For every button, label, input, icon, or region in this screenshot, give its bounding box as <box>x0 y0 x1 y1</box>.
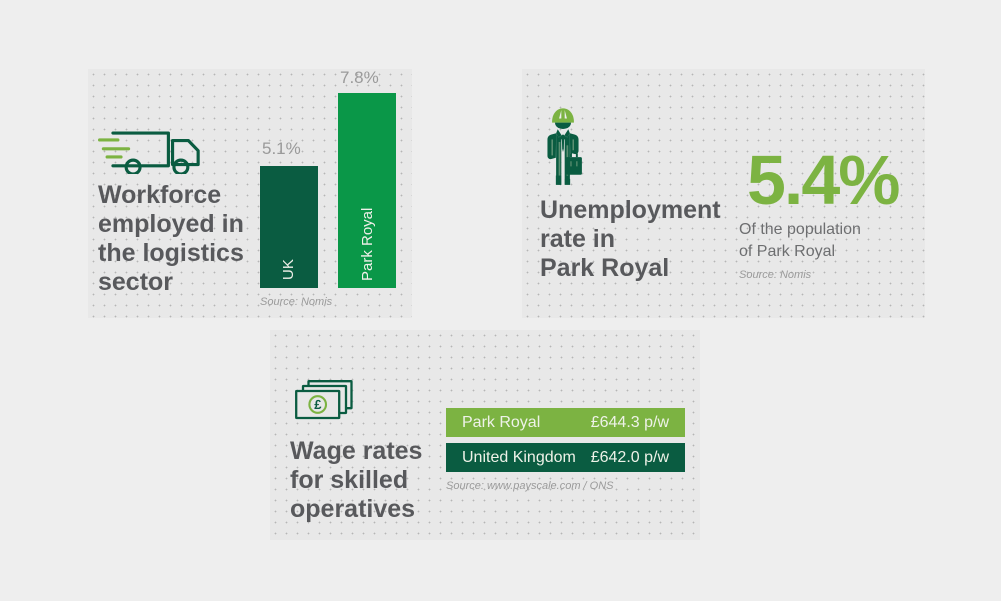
svg-text:£: £ <box>314 397 322 412</box>
